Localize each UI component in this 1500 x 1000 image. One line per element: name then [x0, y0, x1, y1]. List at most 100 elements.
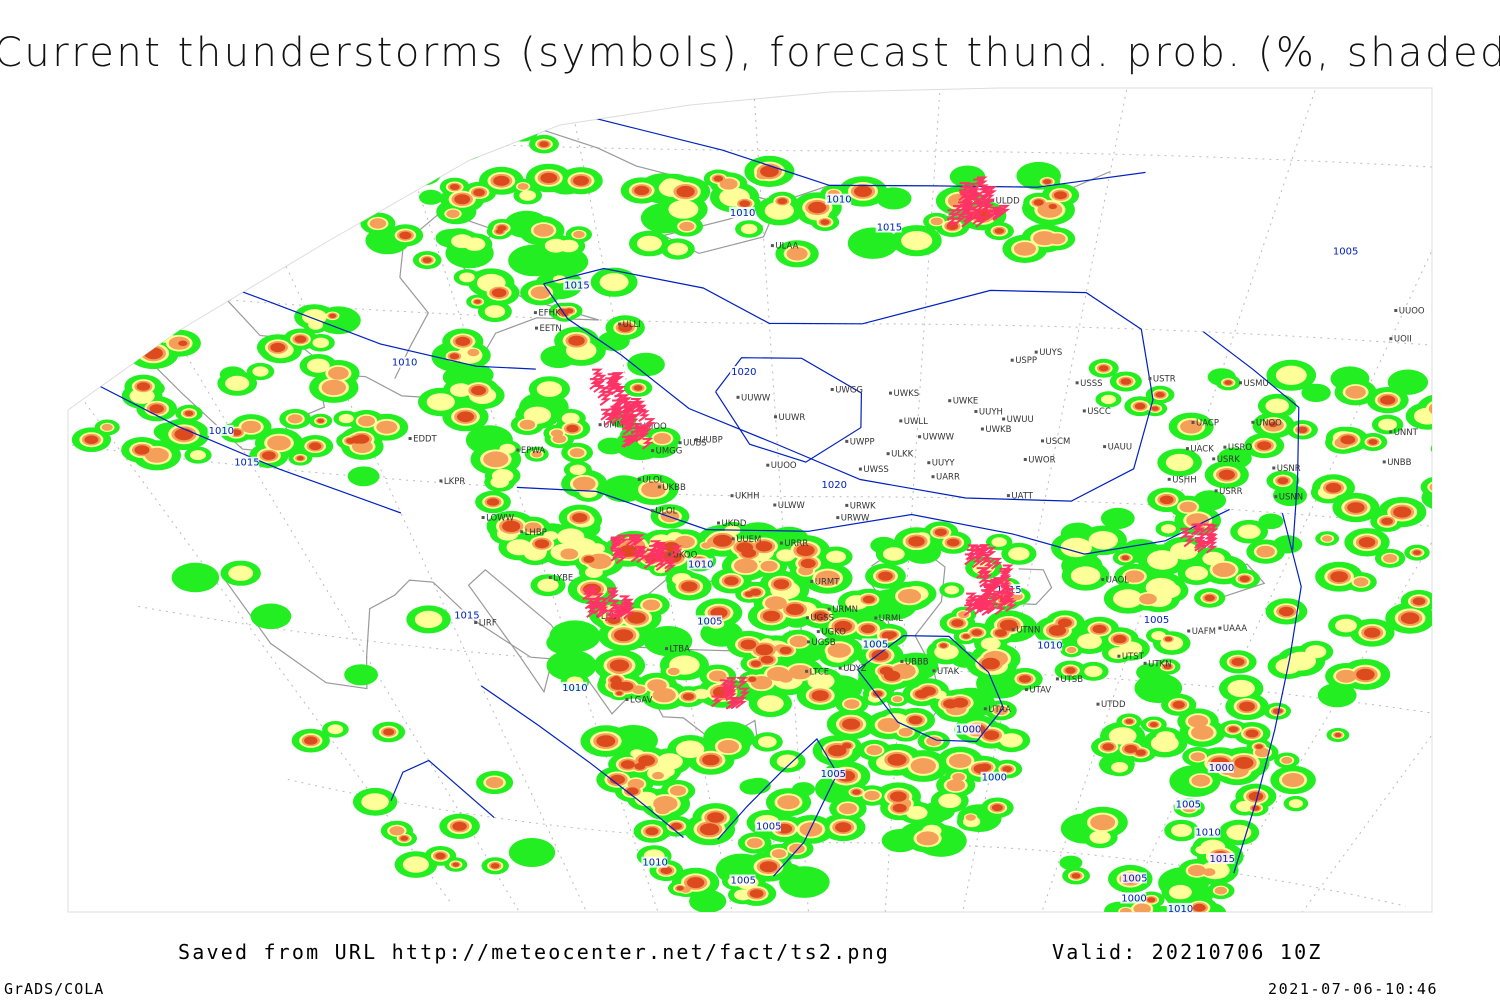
thunderstorm-symbol [994, 603, 1007, 615]
probability-cell [573, 230, 585, 239]
probability-cell [862, 595, 875, 604]
probability-cell [734, 558, 758, 574]
probability-cell [1135, 749, 1146, 756]
station-label: UTST [1122, 652, 1145, 662]
probability-cell [915, 689, 929, 699]
probability-cell [70, 368, 95, 384]
probability-cell [948, 753, 972, 768]
probability-cell [739, 779, 765, 795]
probability-cell [508, 838, 556, 867]
probability-cell [178, 340, 188, 347]
thunderstorm-symbol [1005, 600, 1017, 612]
station-label: UAUU [1108, 443, 1132, 453]
probability-cell [342, 162, 371, 181]
probability-cell [292, 188, 323, 207]
probability-cell [490, 863, 500, 869]
probability-cell [75, 371, 90, 381]
isobar-label-bg [641, 856, 668, 868]
isobar-label: 1010 [826, 195, 851, 206]
thunderstorm-symbol [975, 216, 987, 228]
thunderstorm-symbol [619, 410, 631, 423]
probability-cell [1429, 482, 1432, 493]
probability-cell [96, 323, 135, 347]
isobar-label: 1000 [1472, 472, 1497, 483]
thunderstorm-symbol [1003, 594, 1015, 606]
probability-cell [306, 180, 331, 197]
thunderstorm-symbol [953, 213, 966, 226]
probability-cell [980, 637, 1001, 651]
probability-cell [1475, 416, 1483, 421]
station-label: LHBP [525, 528, 547, 538]
station-dot [807, 640, 810, 644]
probability-cell [916, 831, 939, 846]
thunderstorm-symbol [618, 394, 630, 406]
probability-cell [140, 118, 184, 146]
probability-cell [682, 693, 695, 701]
station-label: UKOO [673, 550, 698, 560]
thunderstorm-symbol [630, 430, 642, 443]
station-dot [548, 576, 552, 580]
probability-cell [834, 620, 852, 632]
probability-cell [1442, 477, 1461, 489]
probability-cell [17, 306, 24, 310]
isobar-label-bg [151, 233, 178, 244]
station-dot [650, 509, 654, 513]
probability-cell [403, 157, 444, 183]
probability-cell [910, 758, 936, 774]
probability-cell [1203, 868, 1216, 876]
probability-cell [946, 779, 966, 792]
probability-cell [807, 672, 835, 690]
thunderstorm-symbol [985, 186, 997, 198]
probability-cell [451, 234, 474, 249]
probability-cell [327, 724, 344, 735]
map-frame [67, 87, 1433, 913]
probability-cell [1098, 365, 1109, 372]
isobar-label: 1000 [1209, 763, 1234, 774]
thunderstorm-symbol [582, 588, 594, 601]
probability-cell [383, 728, 395, 736]
thunderstorm-symbol [609, 537, 622, 550]
probability-cell [1033, 199, 1044, 206]
station-dot [1167, 477, 1171, 481]
probability-cell [779, 646, 792, 655]
probability-cell [77, 319, 117, 344]
probability-cell [667, 242, 689, 256]
station-label: UWLL [904, 417, 928, 427]
isobar-label: 1010 [358, 118, 383, 129]
probability-cell [1113, 589, 1143, 608]
probability-cell [719, 178, 738, 190]
probability-cell [1278, 606, 1294, 617]
software-credit: GrADS/COLA [4, 980, 105, 998]
probability-cell [883, 670, 901, 681]
probability-cell [1188, 865, 1206, 877]
thunderstorm-symbol [987, 592, 999, 605]
probability-cell [699, 823, 720, 836]
isobar-label-bg [1142, 614, 1169, 626]
probability-cell [304, 163, 345, 189]
station-dot [1389, 337, 1393, 341]
probability-cell [164, 134, 192, 151]
probability-cell [864, 790, 880, 801]
station-label: UATT [1011, 492, 1033, 502]
probability-cell [827, 643, 851, 658]
station-dot [948, 399, 952, 403]
probability-cell [1237, 524, 1261, 539]
isobar-label: 1015 [454, 610, 479, 621]
valid-time: Valid: 20210706 10Z [1052, 940, 1323, 964]
probability-cell [1151, 631, 1166, 641]
thunderstorm-symbol [600, 408, 612, 421]
probability-cell [760, 560, 778, 572]
probability-cell [568, 335, 585, 346]
station-label: UDYZ [843, 664, 866, 674]
station-dot [874, 616, 878, 620]
probability-cell [1432, 471, 1471, 495]
probability-cell [1179, 501, 1197, 513]
thunderstorm-symbol [986, 602, 999, 615]
probability-cell [1466, 483, 1492, 500]
probability-cell [222, 177, 248, 194]
probability-cell [184, 168, 205, 181]
probability-cell [1151, 406, 1159, 411]
probability-cell [755, 644, 773, 656]
probability-cell [952, 697, 969, 708]
thunderstorm-symbol [979, 596, 992, 608]
